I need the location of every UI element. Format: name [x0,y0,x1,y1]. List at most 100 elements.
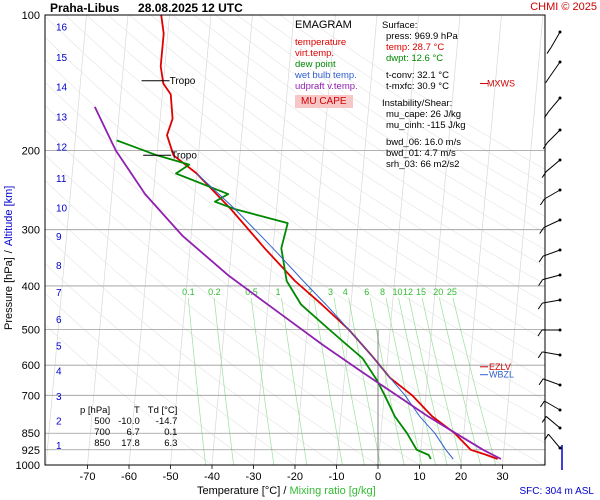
wind-barb [545,159,561,172]
wind-barb-dot [558,60,562,64]
wind-barb-dot [558,328,562,332]
isotherm-line [460,15,502,465]
table-header-td: Td [°C] [147,405,178,416]
table-cell: 850 [94,438,111,449]
temp-tick-label: -20 [287,471,303,483]
sounding-datetime: 28.08.2025 12 UTC [138,1,243,15]
mixing-ratio-label: 1 [275,287,280,297]
dewpoint-line [116,139,432,460]
wind-barb [545,416,561,429]
dry-adiabat [45,234,337,465]
wind-barb-flag [538,378,544,386]
plot-frame [44,14,546,466]
wind-barb-dot [558,96,562,100]
mixing-ratio-label: 20 [433,287,443,297]
table-header-p: p [hPa] [80,405,111,416]
temp-tick-label: -10 [329,471,345,483]
wind-barb [544,189,561,200]
isotherm-line [87,15,129,465]
x-label-mix: Mixing ratio [g/kg] [289,485,376,497]
pressure-tick-label: 700 [22,390,40,402]
mixing-ratio-line [187,297,206,465]
surface-dwpt: dwpt: 12.6 °C [386,53,444,64]
temp-tick-label: 10 [413,471,425,483]
dry-adiabat [45,263,296,465]
wind-barb-flag [539,400,545,408]
altitude-tick-label: 12 [56,143,68,154]
wind-barb-dot [558,188,562,192]
mixing-ratio-label: 0.2 [208,287,221,297]
series-layer [93,15,502,460]
dry-adiabat [258,15,545,201]
dry-adiabat [64,15,545,360]
isotherm-line [128,15,170,465]
wind-barb [542,351,561,356]
altitude-tick-label: 10 [56,204,68,215]
mu-cape-value: mu_cape: 26 J/kg [386,109,461,120]
mixing-ratio-line [281,297,308,465]
temp-tick-label: 20 [455,471,467,483]
y-axis-label: Pressure [hPa]/Altitude [km] [3,186,15,330]
wind-barb-flag [544,111,549,119]
pressure-tick-label: 850 [22,428,40,440]
level-label: EZLV [489,362,511,372]
bwd-06-value: bwd_06: 16.0 m/s [386,137,461,148]
mixing-ratio-line [385,297,422,465]
surface-tmxfc: t-mxfc: 30.9 °C [386,81,449,92]
x-label-sep: / [283,485,287,497]
wind-barb-dot [558,218,562,222]
wind-barb-dot [558,298,562,302]
mixing-ratio-line [408,297,448,465]
isotherm-line [45,15,87,465]
isotherm-line [336,15,378,465]
pressure-tick-label: 400 [22,281,40,293]
wind-barb-flag [541,416,547,423]
mixing-ratio-line [369,297,405,465]
wind-barb-flag [539,198,545,206]
station-name: Praha-Libus [50,1,120,15]
table-header-t: T [133,405,140,416]
isotherm-line [377,15,419,465]
updraft-line [93,106,502,460]
mixing-ratio-line [348,297,381,465]
wind-barb [543,219,561,229]
table-row: 500 -10.0 -14.7 [76,416,181,427]
wind-barb-flag [542,142,548,150]
instability-title: Instability/Shear: [382,98,453,109]
sfc-altitude-label: SFC: 304 m ASL [519,486,594,497]
mixing-ratio-line [313,297,343,465]
mixing-ratio-label: 8 [380,287,385,297]
wind-barb-flag [537,329,543,337]
table-cell: 6.3 [164,438,178,449]
pressure-tick-label: 925 [22,445,40,457]
mu-cape-badge: MU CAPE [295,95,353,108]
wind-barb-flag [537,351,543,359]
dry-adiabat [215,15,545,234]
tropopause-label: Tropo [171,150,197,161]
mixing-ratio-label: 0.1 [182,287,195,297]
station-title: Praha-Libus 28.08.2025 12 UTC [50,1,243,15]
altitude-tick-label: 15 [56,53,68,64]
legend-wet-bulb: wet bulb temp. [295,70,357,81]
dry-adiabat [45,16,545,380]
table-row: 850 17.8 6.3 [76,438,181,449]
wind-barb-dot [558,383,562,387]
altitude-tick-label: 11 [56,174,67,185]
pressure-tick-label: 300 [22,225,40,237]
legend-panel: EMAGRAM temperature virt.temp. dew point… [295,20,377,108]
mixing-ratio-line [333,297,365,465]
mixing-ratio-label: 12 [403,287,413,297]
credit-label: CHMI © 2025 [530,1,597,13]
wind-barb-flag [538,255,544,263]
altitude-tick-label: 7 [56,288,62,299]
temp-tick-label: -40 [204,471,220,483]
dry-adiabat [193,15,545,250]
wind-barb-dot [558,128,562,132]
dry-adiabat [86,15,545,341]
mixing-ratio-label: 4 [343,287,348,297]
mu-cinh-value: mu_cinh: -115 J/kg [386,120,466,131]
altitude-tick-label: 9 [56,232,62,243]
info-panel: Surface: press: 969.9 hPa temp: 28.7 °C … [382,20,532,170]
altitude-tick-label: 8 [56,261,62,272]
legend-virt-temp: virt.temp. [295,48,335,59]
